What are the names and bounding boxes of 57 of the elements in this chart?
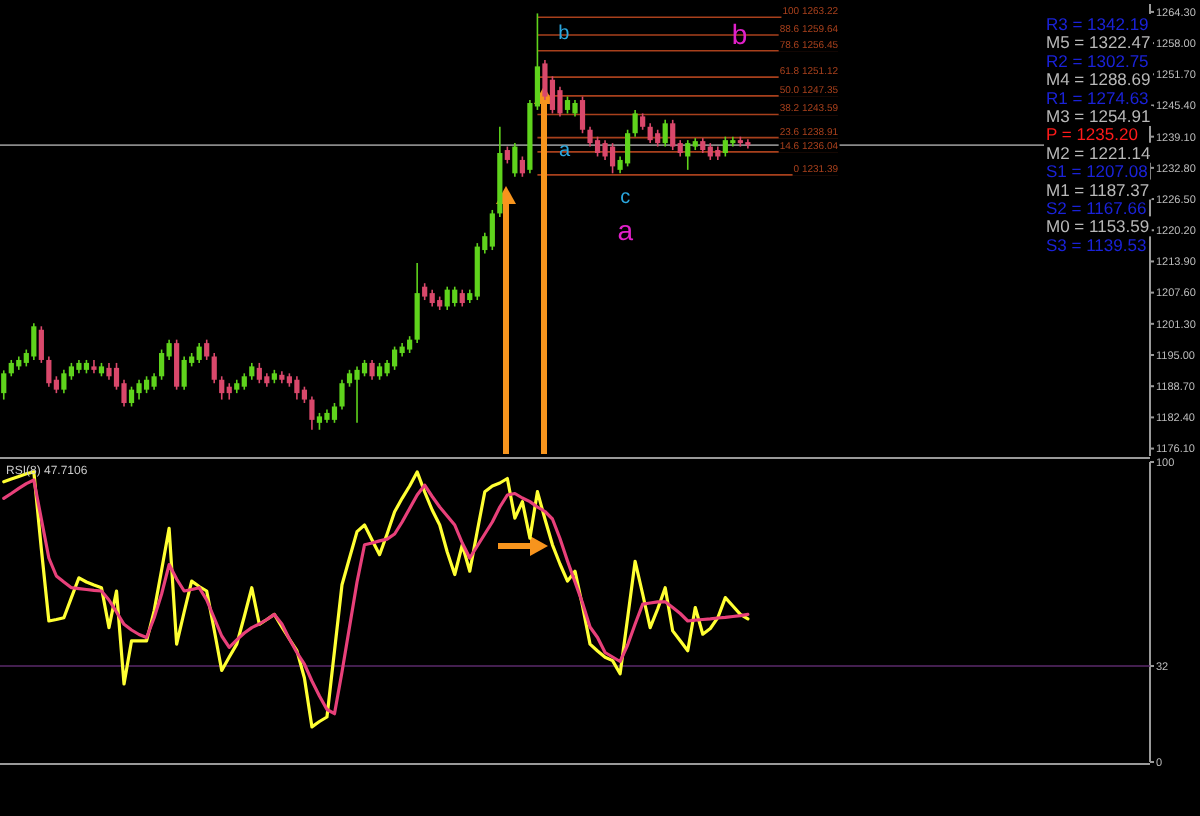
annotation: M2 = 1221.14 [1046, 142, 1151, 163]
candlestick [196, 342, 202, 364]
candlestick [602, 139, 608, 161]
candlestick [331, 402, 338, 424]
annotation: S2 = 1167.66 [1046, 197, 1147, 218]
candlestick [512, 142, 518, 178]
candlestick [489, 209, 495, 251]
candlestick [38, 325, 44, 364]
candlestick [256, 362, 262, 385]
candlestick [670, 119, 676, 151]
candlestick [204, 338, 210, 361]
annotation: c [620, 187, 631, 210]
candlestick [309, 395, 315, 431]
candlestick [369, 359, 375, 381]
candlestick [557, 85, 563, 118]
candlestick [46, 355, 52, 388]
candlestick [594, 135, 601, 158]
candlestick [219, 375, 225, 401]
candlestick [625, 128, 631, 168]
candlestick [31, 322, 37, 361]
candlestick [685, 139, 691, 171]
annotation: S1 = 1207.08 [1046, 161, 1149, 182]
annotation: S3 = 1139.53 [1046, 234, 1147, 255]
candlestick [61, 369, 67, 394]
candlestick [579, 95, 586, 135]
candlestick [414, 262, 420, 344]
annotation: M0 = 1153.59 [1046, 216, 1150, 237]
candlestick [1, 369, 7, 401]
candlestick [392, 345, 398, 371]
candlestick [174, 338, 180, 391]
annotation: M1 = 1187.37 [1046, 179, 1150, 200]
candlestick [647, 122, 653, 144]
candlestick [444, 285, 450, 311]
candlestick [136, 378, 142, 401]
candlestick [354, 365, 360, 424]
annotation: M4 = 1288.69 [1046, 69, 1151, 90]
candlestick [211, 352, 217, 385]
candlestick [452, 285, 458, 308]
annotation: M3 = 1254.91 [1046, 105, 1151, 126]
candlestick [128, 385, 135, 408]
candlestick [745, 138, 751, 150]
annotation: R3 = 1342.19 [1046, 13, 1150, 34]
candlestick [587, 125, 593, 148]
candlestick [609, 142, 616, 175]
candlestick [339, 378, 345, 411]
annotation: R1 = 1274.63 [1046, 87, 1150, 108]
candlestick [632, 109, 638, 138]
candlestick [662, 119, 668, 148]
annotation: a [617, 213, 634, 246]
candlestick [159, 348, 165, 381]
candlestick [519, 155, 525, 178]
annotation: M5 = 1322.47 [1046, 32, 1151, 53]
candlestick [294, 375, 300, 401]
candlestick [181, 355, 187, 391]
annotation: P = 1235.20 [1046, 124, 1139, 145]
candlestick [722, 135, 728, 158]
annotation: R2 = 1302.75 [1046, 50, 1150, 71]
